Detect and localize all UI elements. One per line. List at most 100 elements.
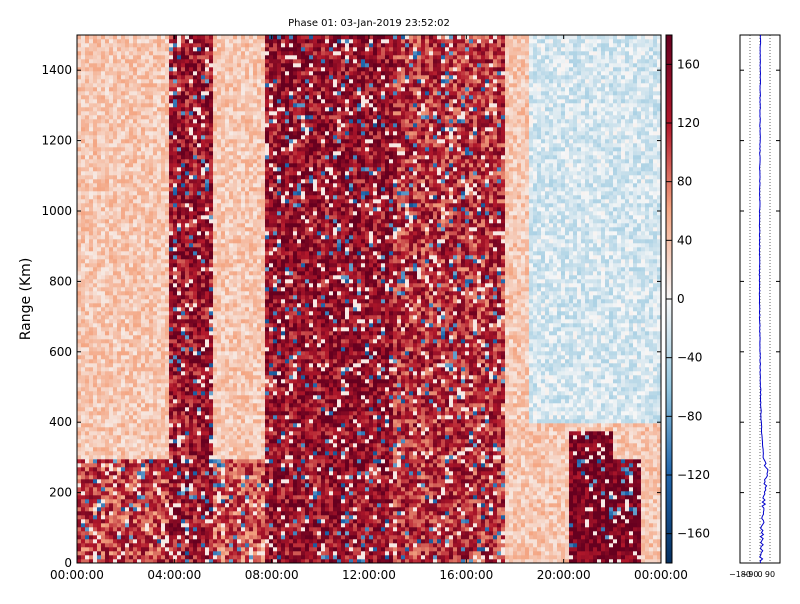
heatmap-cell [109,427,113,431]
heatmap-cell [173,539,177,543]
heatmap-cell [113,155,117,159]
heatmap-cell [133,79,137,83]
heatmap-cell [165,323,169,327]
heatmap-cell [149,147,153,151]
heatmap-cell [121,71,125,75]
heatmap-cell [193,263,197,267]
heatmap-cell [165,483,169,487]
heatmap-cell [157,247,161,251]
heatmap-cell [101,311,105,315]
heatmap-cell [133,51,137,55]
heatmap-cell [85,51,89,55]
heatmap-cell [121,243,125,247]
heatmap-cell [145,419,149,423]
heatmap-cell [97,371,101,375]
heatmap-cell [105,115,109,119]
heatmap-cell [173,127,177,131]
heatmap-cell [109,439,113,443]
heatmap-cell [213,135,217,139]
heatmap-cell [205,391,209,395]
heatmap-cell [161,491,165,495]
heatmap-cell [221,295,225,299]
heatmap-cell [189,403,193,407]
heatmap-cell [225,199,229,203]
heatmap-cell [161,343,165,347]
heatmap-cell [177,63,181,67]
heatmap-cell [153,399,157,403]
heatmap-cell [77,291,81,295]
heatmap-cell [157,211,161,215]
heatmap-cell [181,527,185,531]
heatmap-cell [161,467,165,471]
heatmap-cell [85,491,89,495]
heatmap-cell [189,531,193,535]
heatmap-cell [109,267,113,271]
heatmap-cell [169,127,173,131]
heatmap-cell [189,431,193,435]
heatmap-cell [125,87,129,91]
heatmap-cell [213,139,217,143]
heatmap-cell [101,147,105,151]
heatmap-cell [153,515,157,519]
heatmap-cell [165,551,169,555]
heatmap-cell [217,403,221,407]
heatmap-cell [109,475,113,479]
heatmap-cell [97,107,101,111]
heatmap-cell [181,487,185,491]
heatmap-cell [161,211,165,215]
heatmap-cell [129,223,133,227]
heatmap-cell [169,327,173,331]
heatmap-cell [105,275,109,279]
heatmap-cell [109,203,113,207]
heatmap-cell [173,235,177,239]
heatmap-cell [165,407,169,411]
heatmap-cell [205,379,209,383]
heatmap-cell [105,207,109,211]
heatmap-cell [129,307,133,311]
heatmap-cell [153,55,157,59]
heatmap-cell [165,179,169,183]
heatmap-cell [105,79,109,83]
heatmap-cell [197,175,201,179]
heatmap-cell [217,331,221,335]
heatmap-cell [129,483,133,487]
heatmap-cell [89,67,93,71]
heatmap-cell [193,111,197,115]
heatmap-cell [109,279,113,283]
heatmap-cell [77,427,81,431]
heatmap-cell [165,247,169,251]
heatmap-cell [101,435,105,439]
heatmap-cell [129,535,133,539]
heatmap-cell [225,311,229,315]
heatmap-cell [161,479,165,483]
heatmap-cell [89,71,93,75]
heatmap-cell [217,139,221,143]
heatmap-cell [121,307,125,311]
heatmap-cell [97,287,101,291]
heatmap-cell [185,203,189,207]
heatmap-cell [197,207,201,211]
heatmap-cell [149,355,153,359]
heatmap-cell [129,155,133,159]
heatmap-cell [205,395,209,399]
heatmap-cell [117,539,121,543]
heatmap-cell [209,395,213,399]
heatmap-cell [157,427,161,431]
heatmap-cell [161,375,165,379]
heatmap-cell [189,127,193,131]
heatmap-cell [189,527,193,531]
heatmap-cell [149,411,153,415]
heatmap-cell [149,447,153,451]
heatmap-cell [129,455,133,459]
heatmap-cell [137,279,141,283]
heatmap-cell [197,119,201,123]
heatmap-cell [89,139,93,143]
heatmap-cell [141,47,145,51]
heatmap-cell [201,91,205,95]
heatmap-cell [173,271,177,275]
heatmap-cell [137,535,141,539]
heatmap-cell [117,75,121,79]
heatmap-cell [129,147,133,151]
heatmap-cell [89,427,93,431]
heatmap-cell [109,539,113,543]
